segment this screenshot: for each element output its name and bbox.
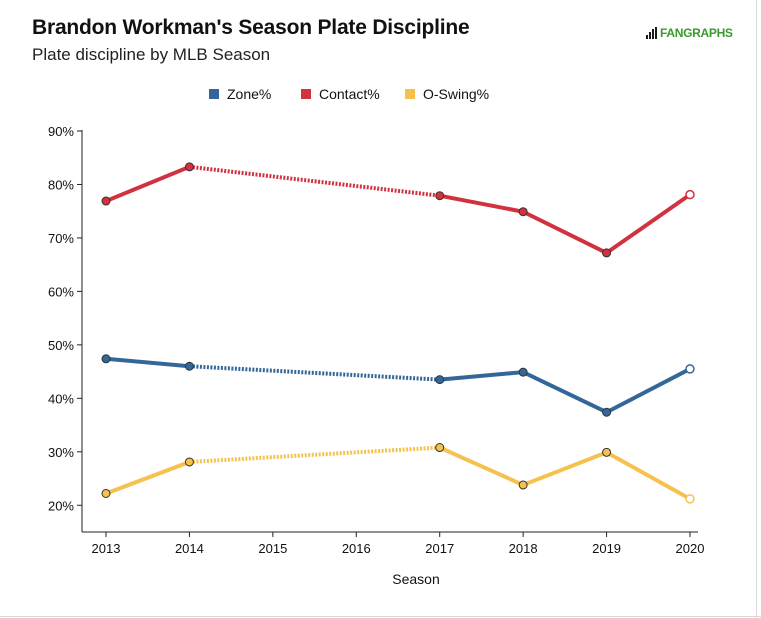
data-point[interactable] xyxy=(101,354,111,364)
data-point[interactable] xyxy=(184,162,194,172)
chart-axes: 20% 30% 40% 50% 60% 70% 80% 90% 2013 2014 2015 2016… xyxy=(48,124,704,556)
x-tick-label: 2014 xyxy=(175,541,204,556)
legend-label: Zone% xyxy=(227,86,271,102)
series-segment xyxy=(521,450,609,487)
series-layer xyxy=(101,162,695,504)
chart-title: Brandon Workman's Season Plate Disciplin… xyxy=(32,16,470,39)
legend-swatch xyxy=(209,89,219,99)
fangraphs-bars-icon xyxy=(646,27,657,39)
data-point[interactable] xyxy=(101,489,111,499)
y-tick-label: 30% xyxy=(48,445,74,460)
x-axis-title: Season xyxy=(392,571,439,587)
legend-swatch xyxy=(301,89,311,99)
series-gap-segment xyxy=(189,364,440,382)
frame-border-bottom xyxy=(0,616,761,617)
series-segment xyxy=(604,192,692,255)
x-tick-label: 2013 xyxy=(92,541,121,556)
data-point[interactable] xyxy=(685,189,695,200)
series-segment xyxy=(521,370,609,415)
data-point[interactable] xyxy=(184,361,194,371)
legend-item[interactable]: Contact% xyxy=(301,86,380,102)
data-point[interactable] xyxy=(518,367,528,377)
data-point[interactable] xyxy=(435,443,445,453)
frame-border-right xyxy=(756,0,757,618)
data-point[interactable] xyxy=(602,407,612,417)
x-tick-label: 2015 xyxy=(258,541,287,556)
series-segment xyxy=(604,366,692,415)
series-segment xyxy=(437,370,526,382)
legend-swatch xyxy=(405,89,415,99)
data-point[interactable] xyxy=(101,196,111,206)
legend-item[interactable]: O-Swing% xyxy=(405,86,489,102)
data-point[interactable] xyxy=(435,375,445,385)
series-o-swing xyxy=(101,443,695,504)
data-point[interactable] xyxy=(435,191,445,201)
y-tick-label: 20% xyxy=(48,498,74,513)
fangraphs-logo[interactable]: FANGRAPHS xyxy=(646,26,733,40)
series-segment xyxy=(104,356,192,369)
data-point[interactable] xyxy=(184,457,194,467)
data-point[interactable] xyxy=(602,248,612,258)
x-tick-label: 2016 xyxy=(342,541,371,556)
series-zone xyxy=(101,354,695,417)
y-tick-label: 80% xyxy=(48,177,74,192)
series-gap-segment xyxy=(189,445,440,464)
legend-label: Contact% xyxy=(319,86,380,102)
y-tick-label: 90% xyxy=(48,124,74,139)
chart-subtitle: Plate discipline by MLB Season xyxy=(32,45,271,64)
series-segment xyxy=(604,450,692,501)
y-tick-label: 70% xyxy=(48,231,74,246)
x-tick-label: 2018 xyxy=(509,541,538,556)
chart-legend: Zone% Contact% O-Swing% xyxy=(209,86,489,102)
series-segment xyxy=(521,209,609,255)
brand-text: FANGRAPHS xyxy=(660,26,733,40)
data-point[interactable] xyxy=(602,447,612,457)
series-segment xyxy=(104,459,192,496)
x-tick-label: 2020 xyxy=(676,541,705,556)
series-gap-segment xyxy=(189,164,440,198)
x-tick-label: 2019 xyxy=(592,541,621,556)
y-tick-label: 60% xyxy=(48,284,74,299)
series-segment xyxy=(437,193,526,214)
legend-item[interactable]: Zone% xyxy=(209,86,271,102)
data-point[interactable] xyxy=(685,364,695,374)
x-tick-label: 2017 xyxy=(425,541,454,556)
y-tick-label: 40% xyxy=(48,391,74,406)
data-point[interactable] xyxy=(685,494,695,504)
series-contact xyxy=(101,162,695,258)
y-tick-label: 50% xyxy=(48,338,74,353)
data-point[interactable] xyxy=(518,480,528,490)
series-segment xyxy=(437,445,526,487)
data-point[interactable] xyxy=(518,207,528,217)
legend-label: O-Swing% xyxy=(423,86,489,102)
series-segment xyxy=(104,164,192,204)
